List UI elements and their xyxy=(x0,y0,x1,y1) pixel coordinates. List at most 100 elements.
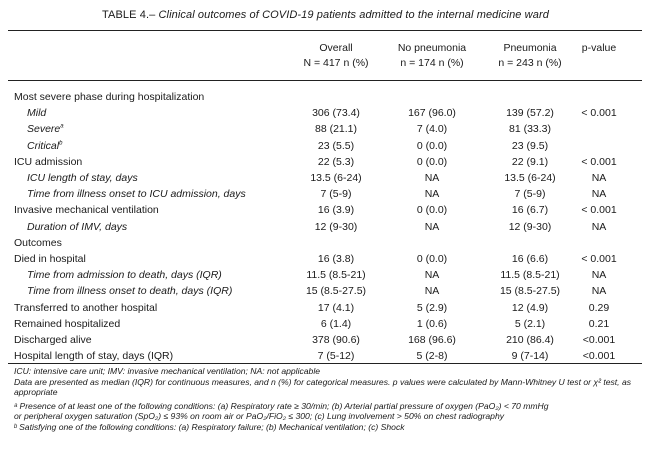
cell-pneumonia: 15 (8.5-27.5) xyxy=(499,285,561,298)
row-label-text: Duration of IMV, days xyxy=(27,220,128,233)
cell-pvalue: NA xyxy=(591,172,607,184)
row-label-text: Died in hospital xyxy=(14,253,86,265)
cell-pvalue: NA xyxy=(591,220,607,233)
table-caption: Clinical outcomes of COVID-19 patients a… xyxy=(158,9,549,21)
row-label: Died in hospital xyxy=(14,251,86,267)
row-label-text: Most severe phase during hospitalization xyxy=(14,91,205,103)
table-row: Severea 88 (21.1) 7 (4.0) 81 (33.3) xyxy=(0,121,651,137)
row-label-text: ICU length of stay, days xyxy=(27,172,138,184)
cell-no-pneumonia: NA xyxy=(424,269,440,282)
footnote-severe-definition-line2: or peripheral oxygen saturation (SpO₂) ≤… xyxy=(14,411,505,422)
cell-no-pneumonia: 0 (0.0) xyxy=(416,139,448,152)
cell-pneumonia: 12 (9-30) xyxy=(508,220,552,233)
cell-overall: 378 (90.6) xyxy=(312,334,360,346)
top-rule xyxy=(8,30,642,31)
table-title: TABLE 4.– Clinical outcomes of COVID-19 … xyxy=(0,9,651,21)
row-label: Criticalb xyxy=(27,138,62,154)
row-label: Time from admission to death, days (IQR) xyxy=(27,267,222,283)
table-row: Mild 306 (73.4) 167 (96.0) 139 (57.2) < 0.00… xyxy=(0,105,651,121)
row-label-text: Outcomes xyxy=(14,236,62,249)
row-label-text: Transferred to another hospital xyxy=(14,301,158,314)
cell-no-pneumonia: 0 (0.0) xyxy=(416,204,448,217)
table-label: TABLE 4.– xyxy=(102,9,156,21)
cell-pvalue: < 0.001 xyxy=(581,253,617,265)
cell-overall: 22 (5.3) xyxy=(317,155,355,168)
row-label-text: Mild xyxy=(27,107,47,120)
row-label-text: Remained hospitalized xyxy=(14,317,121,330)
col-header-no-pneumonia-count: n = 174 n (%) xyxy=(400,57,464,69)
table-row: Remained hospitalized 6 (1.4) 1 (0.6) 5 (2.… xyxy=(0,316,651,332)
row-label: Discharged alive xyxy=(14,332,92,348)
cell-overall: 88 (21.1) xyxy=(314,123,358,136)
cell-pvalue: < 0.001 xyxy=(581,204,617,217)
cell-no-pneumonia: NA xyxy=(424,172,440,184)
cell-no-pneumonia: 7 (4.0) xyxy=(416,123,448,136)
cell-overall: 306 (73.4) xyxy=(312,107,360,120)
table-row: Criticalb 23 (5.5) 0 (0.0) 23 (9.5) xyxy=(0,138,651,154)
table-row: Discharged alive 378 (90.6) 168 (96.6) 210 … xyxy=(0,332,651,348)
row-label-text: Time from illness onset to death, days (… xyxy=(27,285,233,298)
row-label: Transferred to another hospital xyxy=(14,300,157,316)
row-label: Time from illness onset to death, days (… xyxy=(27,283,232,299)
row-label: ICU length of stay, days xyxy=(27,170,138,186)
row-label: Outcomes xyxy=(14,235,62,251)
row-label: Remained hospitalized xyxy=(14,316,120,332)
col-header-overall-name: Overall xyxy=(319,42,353,54)
cell-overall: 11.5 (8.5-21) xyxy=(306,269,366,282)
row-label-text: Critical xyxy=(27,139,60,152)
footnote-presentation: Data are presented as median (IQR) for c… xyxy=(14,376,632,398)
cell-pvalue: <0.001 xyxy=(582,350,616,363)
cell-overall: 15 (8.5-27.5) xyxy=(305,285,367,298)
header-rule xyxy=(8,80,642,81)
footnote-marker: a xyxy=(60,123,64,130)
cell-pneumonia: 11.5 (8.5-21) xyxy=(500,269,560,282)
row-label: Hospital length of stay, days (IQR) xyxy=(14,348,173,364)
row-label-text: Invasive mechanical ventilation xyxy=(14,204,159,217)
cell-no-pneumonia: 0 (0.0) xyxy=(416,155,448,168)
col-header-no-pneumonia-name: No pneumonia xyxy=(397,42,467,54)
cell-pneumonia: 23 (9.5) xyxy=(511,139,549,152)
row-label-text: Time from illness onset to ICU admission… xyxy=(27,188,246,201)
bottom-rule xyxy=(8,363,642,364)
cell-pneumonia: 81 (33.3) xyxy=(508,123,552,136)
cell-pneumonia: 12 (4.9) xyxy=(511,301,549,314)
footnote-critical-definition: ᵇ Satisfying one of the following condit… xyxy=(14,421,405,432)
cell-pvalue: NA xyxy=(591,269,607,282)
row-label: Severea xyxy=(27,121,64,137)
cell-overall: 17 (4.1) xyxy=(317,301,355,314)
cell-pneumonia: 7 (5-9) xyxy=(514,188,546,201)
cell-pneumonia: 210 (86.4) xyxy=(506,334,554,346)
cell-overall: 6 (1.4) xyxy=(320,317,352,330)
table-row: Time from illness onset to death, days (… xyxy=(0,283,651,299)
cell-pneumonia: 16 (6.7) xyxy=(511,204,549,217)
cell-pneumonia: 16 (6.6) xyxy=(511,253,549,265)
cell-overall: 7 (5-12) xyxy=(317,350,355,363)
cell-no-pneumonia: 168 (96.6) xyxy=(408,334,456,346)
cell-no-pneumonia: 5 (2-8) xyxy=(416,350,448,363)
cell-overall: 23 (5.5) xyxy=(317,139,355,152)
row-label: Time from illness onset to ICU admission… xyxy=(27,186,246,202)
col-header-pneumonia-name: Pneumonia xyxy=(503,42,557,54)
row-label-text: Hospital length of stay, days (IQR) xyxy=(14,350,174,363)
table-row: Transferred to another hospital 17 (4.1) 5… xyxy=(0,300,651,316)
col-header-pvalue: p-value xyxy=(575,41,623,56)
row-label-text: ICU admission xyxy=(14,155,83,168)
cell-pvalue: NA xyxy=(591,285,607,298)
table-row: Duration of IMV, days 12 (9-30) NA 12 (9-30… xyxy=(0,219,651,235)
col-header-overall-count: N = 417 n (%) xyxy=(303,57,369,69)
table-row: Died in hospital 16 (3.8) 0 (0.0) 16 (6.6) <… xyxy=(0,251,651,267)
row-label: ICU admission xyxy=(14,154,82,170)
cell-pvalue: <0.001 xyxy=(582,334,616,346)
footnote-severe-definition-line1: ᵃ Presence of at least one of the follow… xyxy=(14,400,549,411)
cell-no-pneumonia: 1 (0.6) xyxy=(416,317,448,330)
col-header-pvalue-name: p-value xyxy=(581,42,617,54)
cell-no-pneumonia: NA xyxy=(424,188,440,201)
table-row: Time from illness onset to ICU admission… xyxy=(0,186,651,202)
cell-pvalue: < 0.001 xyxy=(581,107,617,120)
table-row: Invasive mechanical ventilation 16 (3.9) 0… xyxy=(0,202,651,218)
cell-pvalue: NA xyxy=(591,188,607,201)
table-row: ICU admission 22 (5.3) 0 (0.0) 22 (9.1) < 0.… xyxy=(0,154,651,170)
row-label-text: Severe xyxy=(27,123,61,136)
cell-overall: 16 (3.8) xyxy=(317,253,355,265)
